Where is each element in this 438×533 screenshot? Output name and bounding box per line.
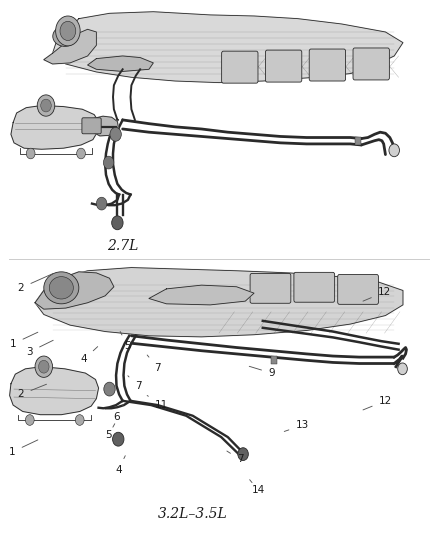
Text: 7: 7	[227, 451, 244, 464]
Polygon shape	[11, 106, 99, 149]
FancyBboxPatch shape	[294, 272, 335, 302]
Text: 3.2L–3.5L: 3.2L–3.5L	[158, 507, 228, 521]
Text: 3: 3	[26, 340, 53, 357]
Text: 1: 1	[9, 440, 38, 457]
Text: 2: 2	[18, 384, 46, 399]
Circle shape	[398, 363, 407, 375]
Polygon shape	[10, 367, 99, 415]
Text: 4: 4	[81, 346, 98, 364]
Circle shape	[56, 16, 80, 46]
Circle shape	[96, 197, 107, 210]
Polygon shape	[35, 272, 114, 309]
Circle shape	[35, 356, 53, 377]
Text: 7: 7	[128, 376, 141, 391]
Bar	[271, 356, 277, 364]
Text: 2: 2	[18, 273, 53, 293]
Polygon shape	[149, 285, 254, 305]
Circle shape	[113, 432, 124, 446]
FancyBboxPatch shape	[265, 50, 302, 82]
Bar	[355, 137, 361, 145]
Circle shape	[389, 144, 399, 157]
Polygon shape	[44, 29, 96, 64]
Polygon shape	[88, 56, 153, 71]
FancyBboxPatch shape	[250, 273, 291, 303]
Circle shape	[37, 95, 55, 116]
Circle shape	[77, 148, 85, 159]
Circle shape	[25, 415, 34, 425]
Circle shape	[112, 216, 123, 230]
Text: 1: 1	[10, 332, 38, 349]
Ellipse shape	[53, 26, 77, 46]
Ellipse shape	[44, 272, 79, 304]
Circle shape	[60, 21, 76, 41]
Circle shape	[110, 127, 121, 141]
Circle shape	[26, 148, 35, 159]
Circle shape	[39, 360, 49, 373]
Text: 12: 12	[363, 287, 391, 301]
FancyBboxPatch shape	[222, 51, 258, 83]
FancyBboxPatch shape	[338, 274, 378, 304]
Text: 14: 14	[250, 480, 265, 495]
Circle shape	[103, 156, 114, 169]
Text: 6: 6	[113, 405, 123, 422]
Text: 7: 7	[147, 355, 161, 373]
Text: 9: 9	[249, 366, 275, 378]
Circle shape	[41, 99, 51, 112]
Polygon shape	[53, 12, 403, 83]
Ellipse shape	[49, 277, 74, 299]
Text: 2.7L: 2.7L	[107, 239, 138, 253]
Text: 11: 11	[147, 395, 168, 410]
Text: 4: 4	[115, 456, 125, 475]
Polygon shape	[35, 268, 403, 337]
Text: 5: 5	[120, 332, 131, 351]
Circle shape	[238, 448, 248, 461]
Circle shape	[104, 382, 115, 396]
Circle shape	[75, 415, 84, 425]
Text: 5: 5	[105, 424, 115, 440]
FancyBboxPatch shape	[309, 49, 346, 81]
Text: 12: 12	[363, 396, 392, 410]
Polygon shape	[91, 116, 118, 136]
FancyBboxPatch shape	[353, 48, 389, 80]
Text: 13: 13	[284, 421, 309, 431]
FancyBboxPatch shape	[82, 118, 101, 134]
